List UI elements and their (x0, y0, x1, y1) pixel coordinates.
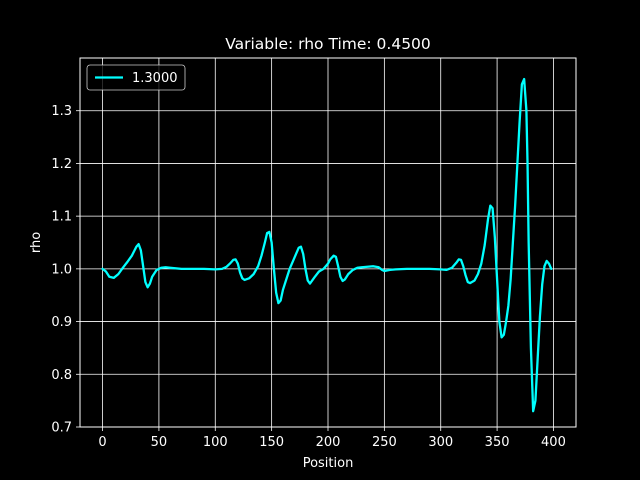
y-tick-label: 1.0 (51, 262, 72, 277)
series-line-0 (101, 77, 553, 413)
x-tick-label: 200 (316, 435, 341, 450)
series-layer (101, 77, 553, 413)
x-axis-label: Position (303, 456, 354, 471)
ticks: 0 50 100 150 200 250 300 350 400 0.7 0.8 0.9 1.0 1.1 1… (51, 104, 566, 450)
x-tick-label: 350 (485, 435, 510, 450)
y-tick-label: 0.8 (51, 368, 72, 383)
y-tick-label: 0.7 (51, 421, 72, 436)
y-tick-label: 1.3 (51, 104, 72, 119)
legend-box (86, 64, 186, 91)
x-tick-label: 150 (259, 435, 284, 450)
y-tick-label: 1.1 (51, 210, 72, 225)
x-tick-label: 250 (372, 435, 397, 450)
x-tick-label: 100 (203, 435, 228, 450)
chart-title: Variable: rho Time: 0.4500 (225, 35, 431, 53)
x-tick-label: 50 (151, 435, 168, 450)
y-axis-label: rho (29, 232, 44, 253)
x-tick-label: 400 (541, 435, 566, 450)
legend: 1.3000 (86, 64, 186, 91)
x-tick-label: 0 (98, 435, 106, 450)
y-tick-label: 0.9 (51, 315, 72, 330)
x-tick-label: 300 (428, 435, 453, 450)
y-tick-label: 1.2 (51, 157, 72, 172)
legend-entry-label: 1.3000 (132, 71, 178, 86)
